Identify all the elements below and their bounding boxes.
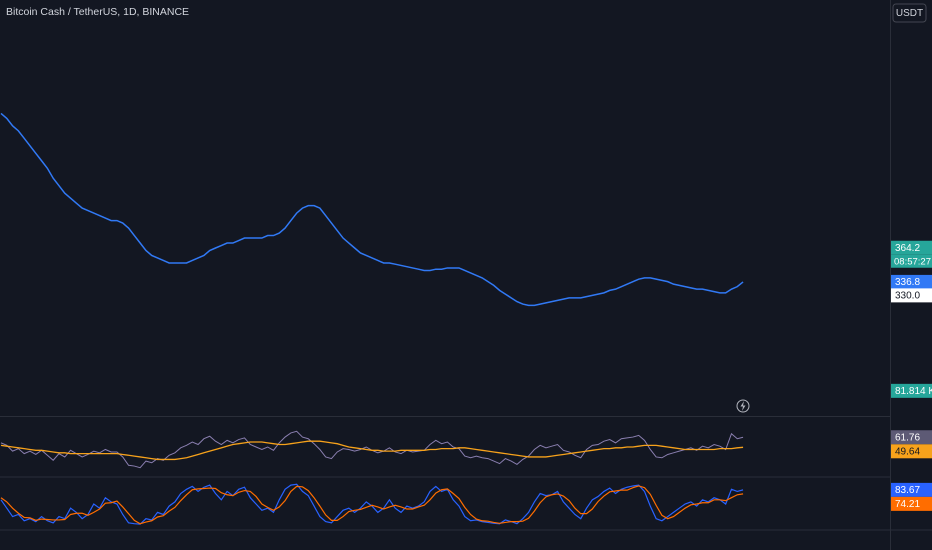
hline-label: 330.0: [895, 291, 920, 302]
axes: 364.2 08:57:27 336.8 330.0 81.814 K 61.76 49.6…: [891, 240, 932, 511]
rsi-value-label-box: [891, 430, 932, 445]
stoch-k-value-label-box: [891, 482, 932, 497]
last-price-label-box: [891, 240, 932, 255]
stoch-d-value-label-box: [891, 496, 932, 511]
stoch-k-value-label: 83.67: [895, 485, 920, 496]
rsi-ma-value-label: 49.64: [895, 446, 920, 457]
volume-value-label: 81.814 K: [895, 386, 932, 397]
ma-value-label: 336.8: [895, 277, 920, 288]
countdown-label: 08:57:27: [894, 256, 931, 267]
price-pane: [0, 112, 744, 307]
hline-label-box: [891, 288, 932, 303]
last-price-label: 364.2: [895, 243, 920, 254]
chart-title: Bitcoin Cash / TetherUS, 1D, BINANCE: [6, 6, 189, 18]
moving-average: [0, 112, 744, 307]
countdown-box: [891, 254, 932, 268]
rsi-value-label: 61.76: [895, 432, 920, 443]
ma-value-label-box: [891, 274, 932, 289]
currency-label[interactable]: USDT: [896, 8, 923, 19]
indicator-panes: [0, 430, 744, 525]
volume-value-label-box: [891, 383, 932, 398]
alert-icon[interactable]: [736, 399, 750, 413]
rsi-ma-line: [0, 440, 744, 461]
stoch-d-line: [0, 485, 744, 525]
alert-icon-bolt[interactable]: [740, 401, 746, 411]
rsi-ma-value-label-box: [891, 444, 932, 459]
currency-button[interactable]: [892, 3, 927, 23]
stoch-d-value-label: 74.21: [895, 499, 920, 510]
